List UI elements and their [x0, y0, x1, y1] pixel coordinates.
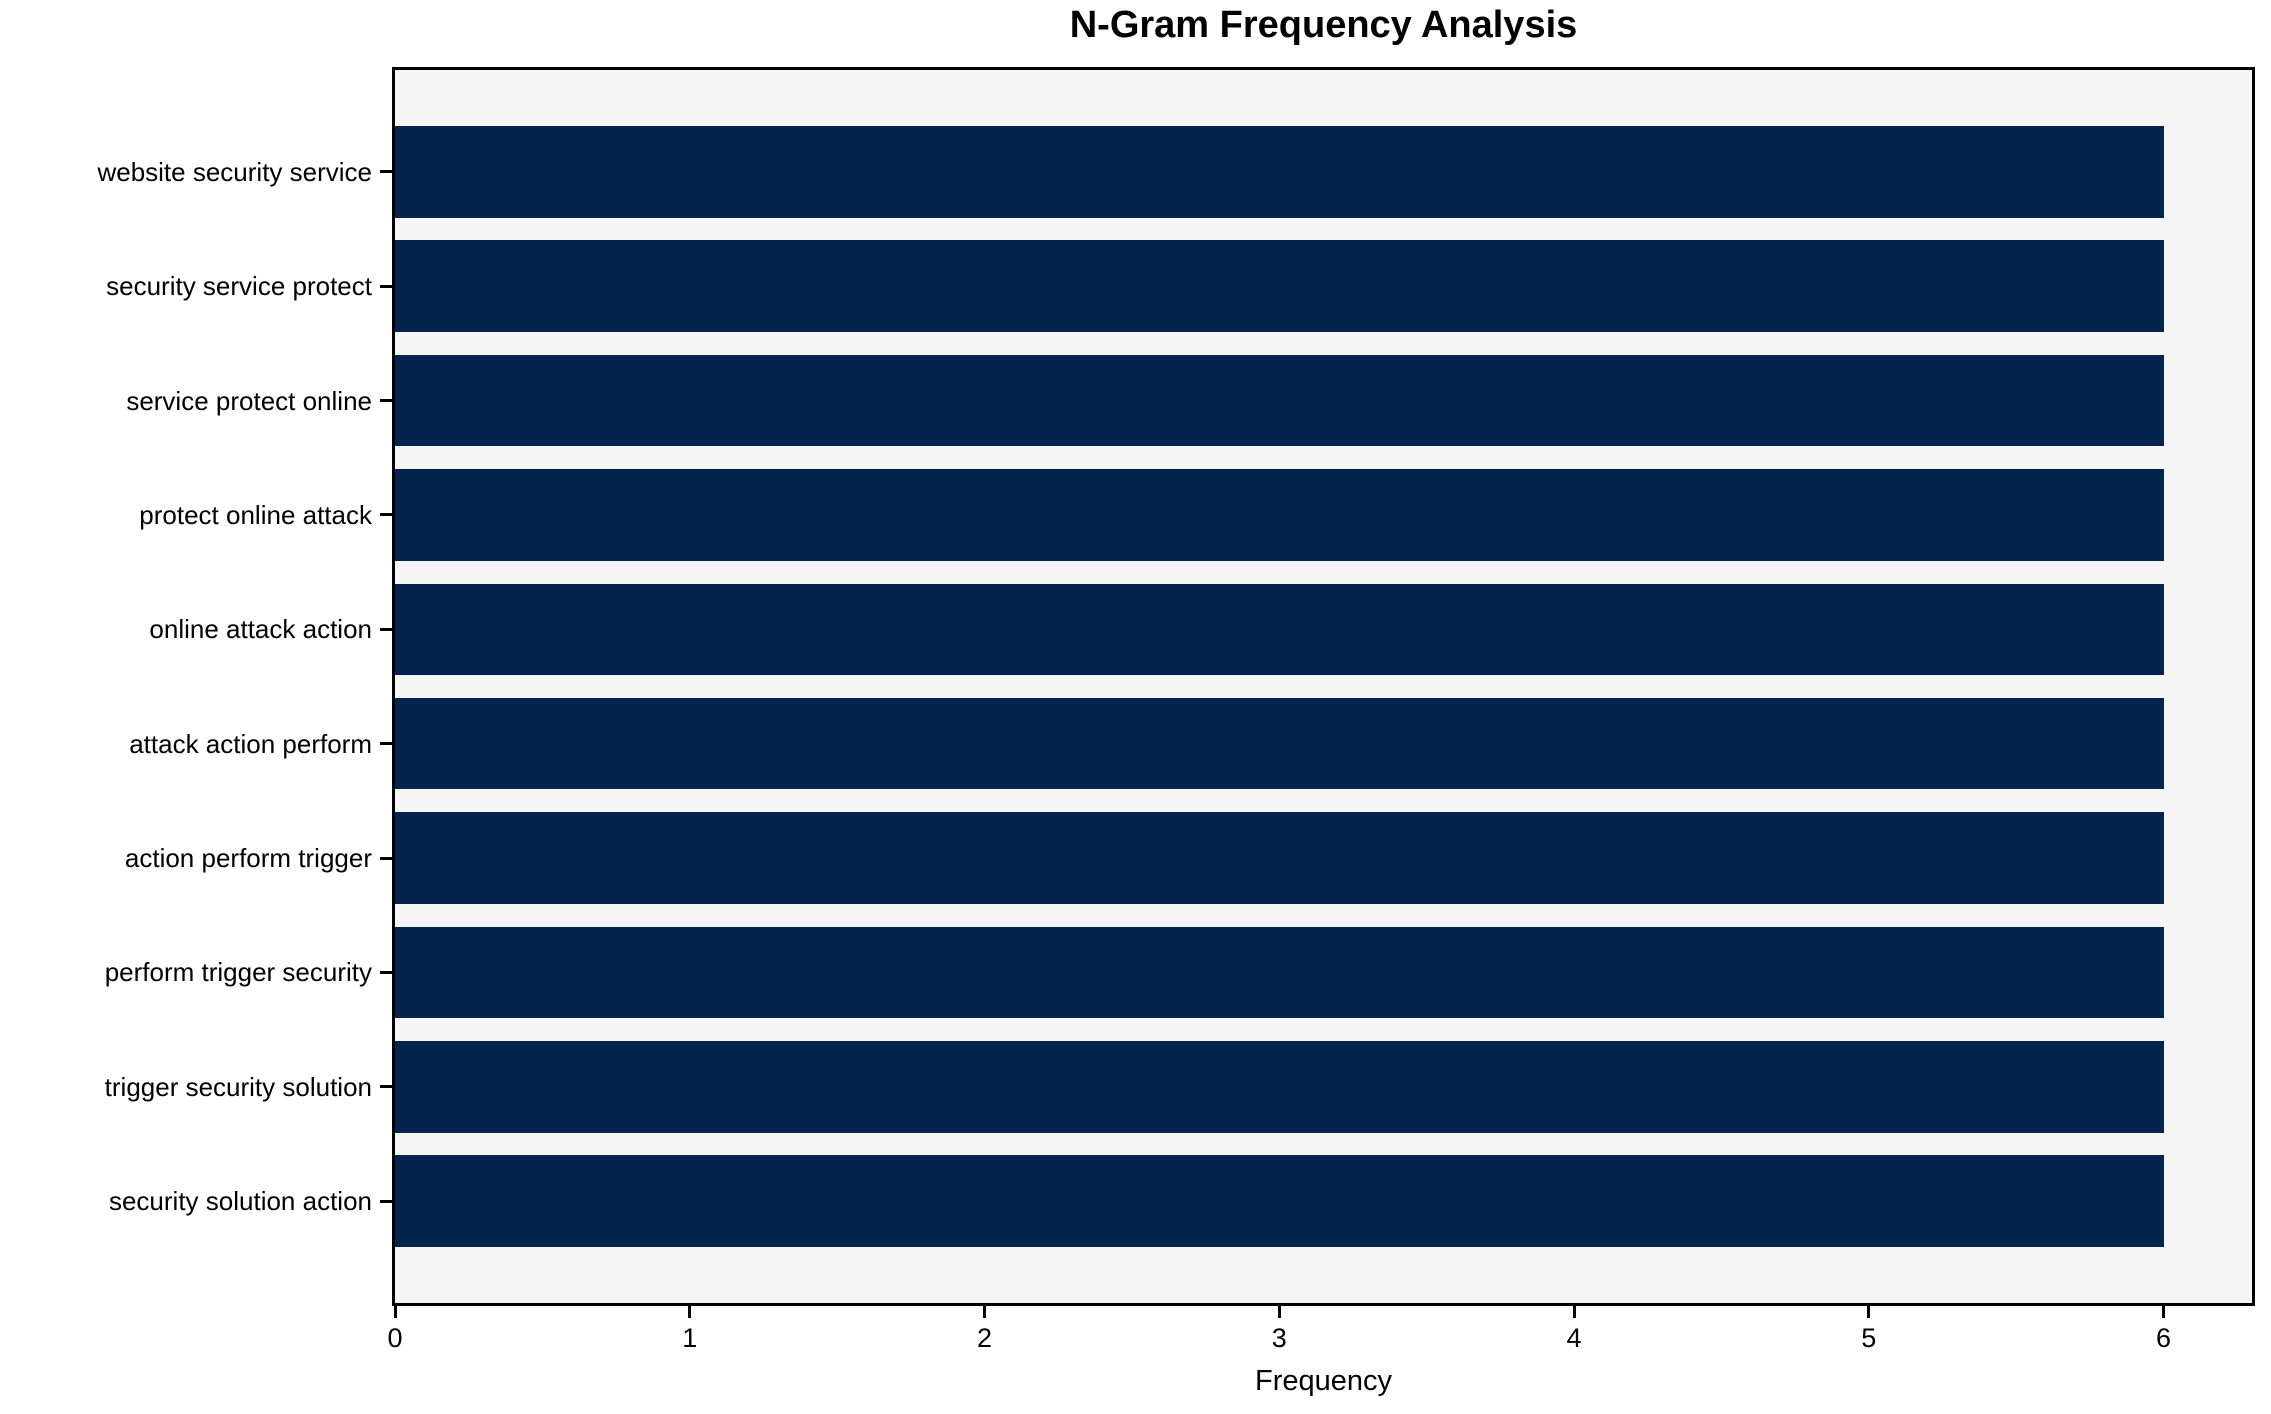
bar [395, 812, 2164, 904]
bar [395, 697, 2164, 790]
x-tick-label: 5 [1861, 1323, 1877, 1353]
y-tick-label: website security service [97, 156, 372, 187]
bar [395, 354, 2164, 447]
bars-layer [395, 70, 2252, 1303]
x-tick-mark [1277, 1305, 1281, 1318]
y-tick-mark [380, 627, 393, 631]
chart-title: N-Gram Frequency Analysis [1069, 4, 1578, 46]
x-tick-mark [1572, 1305, 1576, 1318]
x-tick-mark [983, 1305, 987, 1318]
y-tick-mark [380, 284, 393, 288]
y-tick-label: service protect online [126, 385, 372, 416]
y-tick-label: security solution action [108, 1186, 372, 1217]
y-tick-label: security service protect [106, 271, 372, 302]
y-tick-label: trigger security solution [104, 1071, 372, 1102]
y-tick-mark [380, 970, 393, 974]
x-tick-label: 2 [977, 1323, 993, 1353]
x-tick-label: 1 [682, 1323, 698, 1353]
bar [395, 240, 2164, 332]
x-tick-mark [1867, 1305, 1871, 1318]
y-tick-mark [380, 856, 393, 860]
y-tick-label: attack action perform [129, 728, 372, 759]
x-tick-label: 3 [1271, 1323, 1287, 1353]
bar [395, 1041, 2164, 1133]
bar [395, 126, 2164, 218]
y-tick-label: perform trigger security [104, 957, 372, 988]
x-tick-mark [2162, 1305, 2166, 1318]
y-tick-mark [380, 170, 393, 174]
y-tick-mark [380, 513, 393, 517]
y-tick-mark [380, 1199, 393, 1203]
y-tick-label: online attack action [149, 614, 372, 645]
x-tick-label: 6 [2156, 1323, 2172, 1353]
x-tick-mark [688, 1305, 692, 1318]
bar [395, 583, 2164, 676]
y-tick-label: protect online attack [139, 499, 372, 530]
y-tick-mark [380, 742, 393, 746]
x-tick-mark [393, 1305, 397, 1318]
y-tick-label: action perform trigger [124, 843, 372, 874]
y-tick-mark [380, 1085, 393, 1089]
x-axis-title: Frequency [1254, 1365, 1392, 1397]
bar [395, 926, 2164, 1019]
bar [395, 1155, 2164, 1247]
x-tick-label: 0 [387, 1323, 403, 1353]
y-tick-mark [380, 399, 393, 403]
bar [395, 469, 2164, 561]
x-tick-label: 4 [1566, 1323, 1582, 1353]
